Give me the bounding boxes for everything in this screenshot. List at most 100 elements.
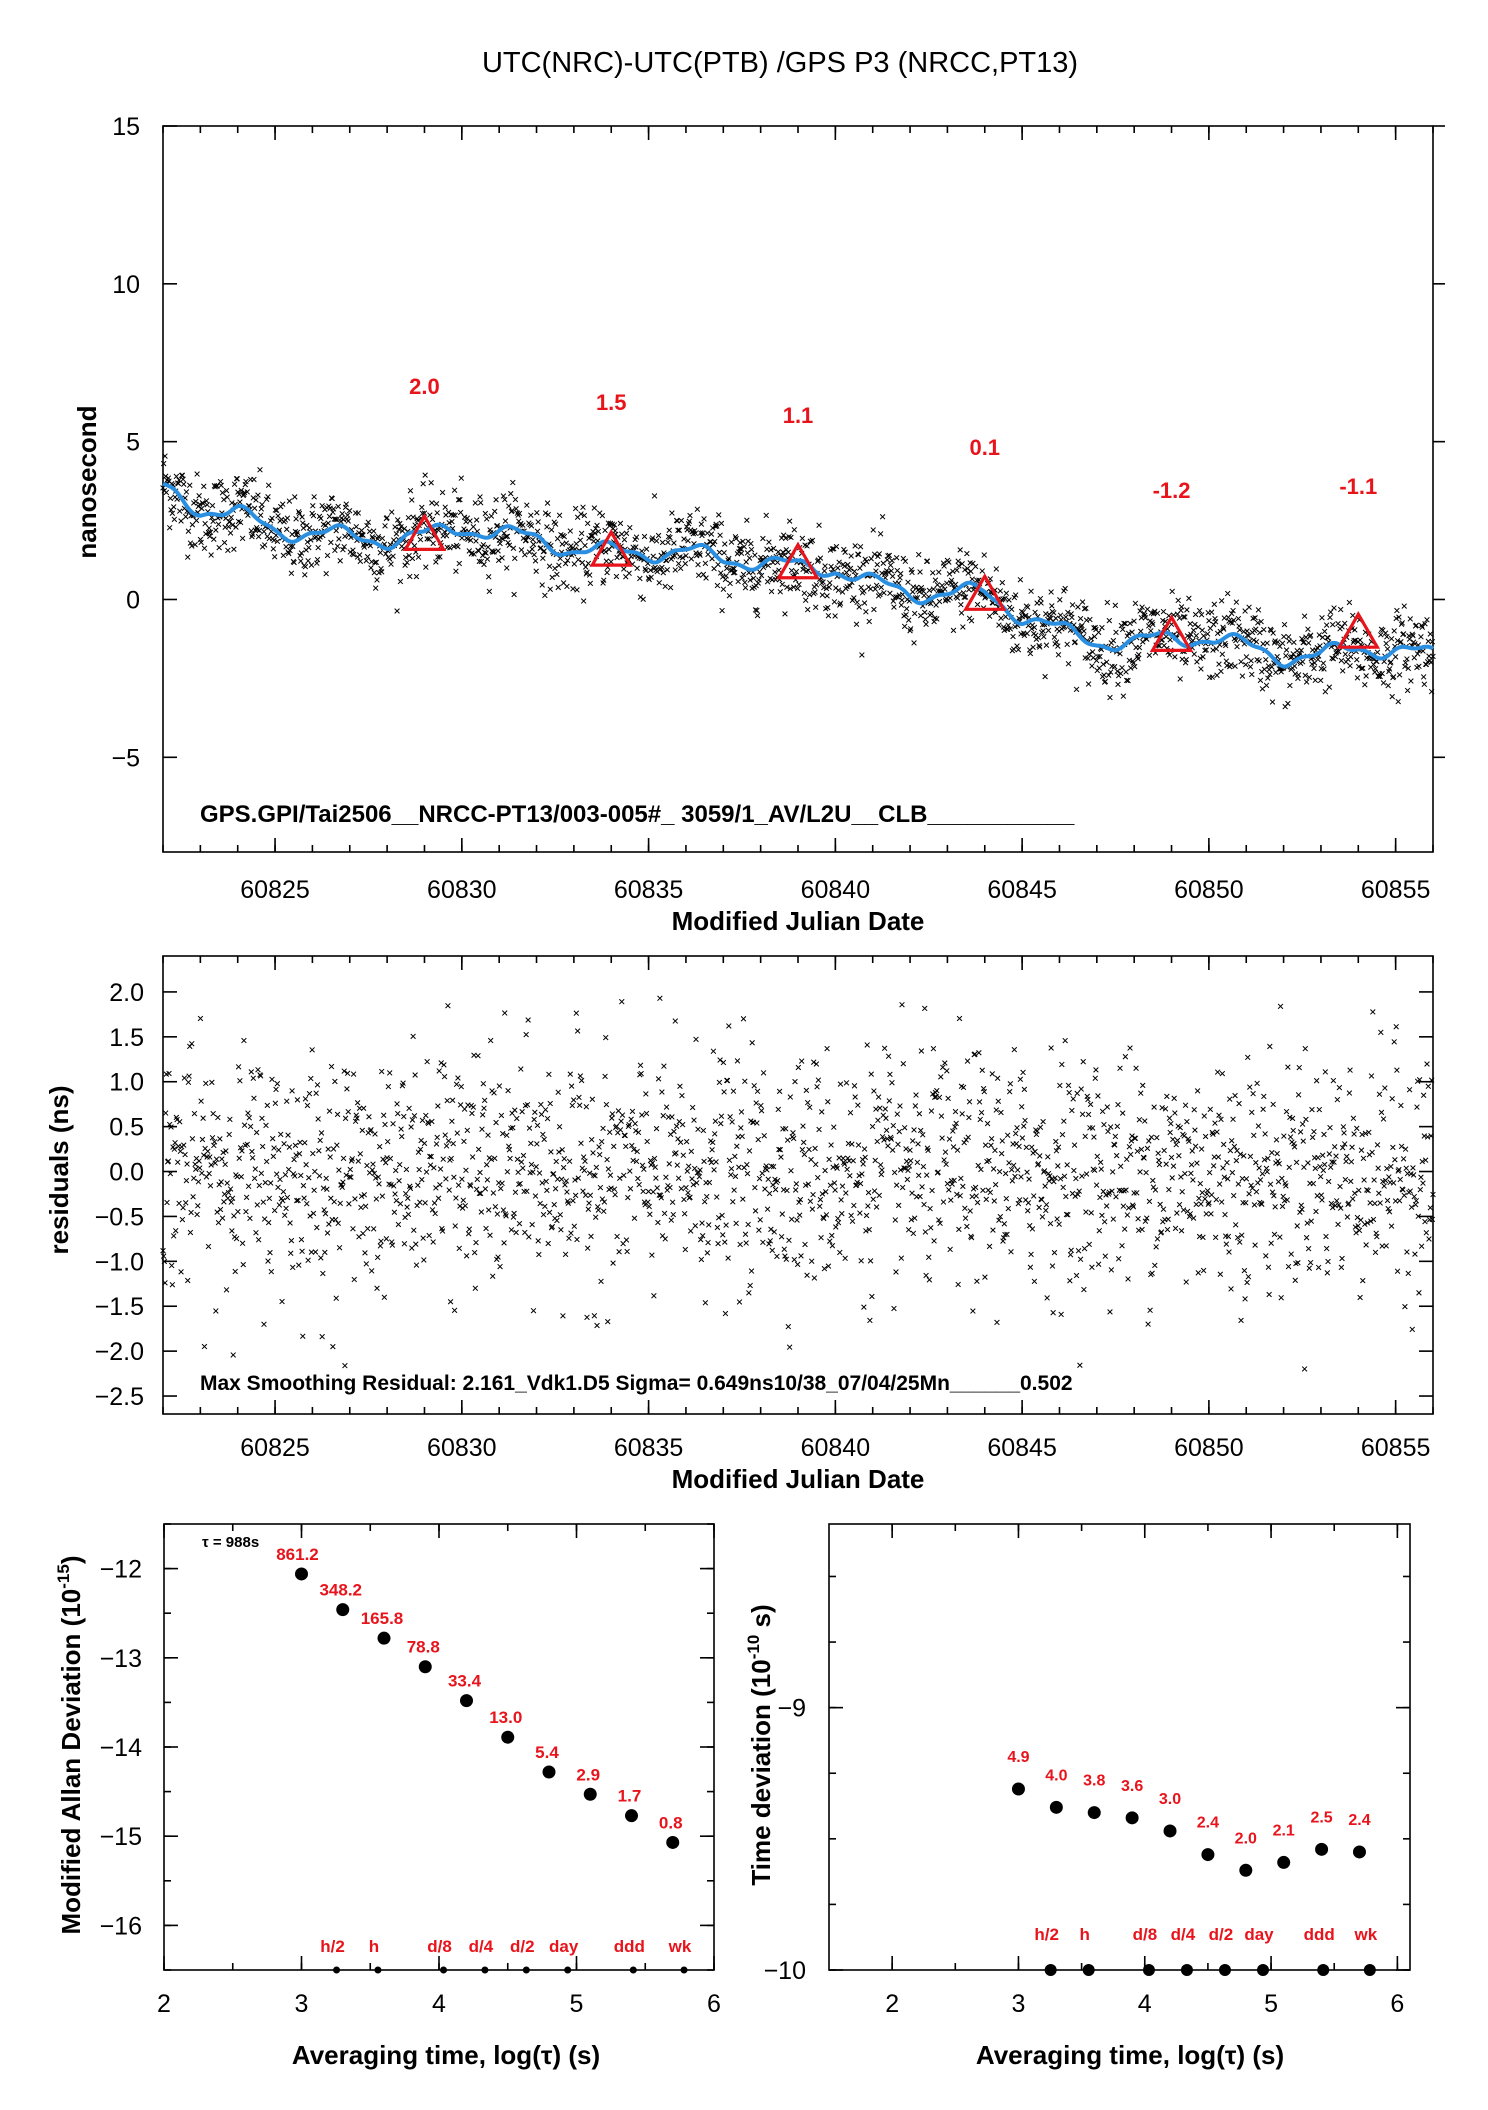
p2-data-point xyxy=(1220,1165,1226,1171)
p2-data-point xyxy=(1410,1165,1416,1171)
p2-data-point xyxy=(666,1161,673,1167)
p2-data-point xyxy=(679,1121,686,1128)
p2-data-point xyxy=(1240,1153,1247,1159)
p1-data-point xyxy=(921,592,927,599)
p1-data-point xyxy=(1005,622,1012,628)
p2-data-point xyxy=(671,1128,677,1135)
p2-data-point xyxy=(645,1188,652,1195)
p1-data-point xyxy=(804,606,811,613)
p1-data-point xyxy=(823,585,830,592)
p1-data-point xyxy=(802,597,809,603)
p2-data-point xyxy=(595,1207,602,1213)
p2-data-point xyxy=(1264,1168,1270,1175)
p2-data-point xyxy=(897,1167,904,1173)
p2-data-point xyxy=(542,1106,549,1113)
p2-data-point xyxy=(633,1127,639,1134)
p1-data-point xyxy=(375,533,382,540)
p2-data-point xyxy=(893,1182,900,1188)
p2-data-point xyxy=(321,1207,327,1213)
p2-data-point xyxy=(714,1224,721,1231)
p2-data-point xyxy=(471,1249,478,1256)
p2-data-point xyxy=(1071,1167,1077,1174)
p2-data-point xyxy=(499,1130,506,1137)
p1-data-point xyxy=(891,604,897,610)
p1-data-point xyxy=(1233,599,1240,605)
p1-data-point xyxy=(1338,657,1345,664)
p1-data-point xyxy=(341,544,347,550)
p2-data-point xyxy=(545,1240,551,1247)
p2-data-point xyxy=(935,1169,941,1175)
p1-data-point xyxy=(1081,628,1087,634)
p2-data-point xyxy=(1128,1138,1135,1144)
p2-data-point xyxy=(574,1028,581,1034)
p2-data-point xyxy=(582,1158,588,1164)
p2-data-point xyxy=(1125,1276,1131,1282)
p2-data-point xyxy=(851,1083,858,1089)
p2-data-point xyxy=(810,1059,817,1065)
p1-data-point xyxy=(202,520,208,527)
p2-data-point xyxy=(188,1209,194,1216)
p2-data-point xyxy=(195,1203,201,1209)
p2-data-point xyxy=(1334,1096,1341,1103)
p1-data-point xyxy=(227,530,234,536)
p1-data-point xyxy=(1363,673,1369,679)
p2-data-point xyxy=(950,1128,956,1134)
p1-data-point xyxy=(957,547,963,553)
p1-data-point xyxy=(903,611,909,618)
p2-data-point xyxy=(551,1201,557,1208)
p2-data-point xyxy=(1176,1152,1182,1159)
p2-data-point xyxy=(770,1163,777,1170)
p1-data-point xyxy=(1038,600,1044,606)
p2-data-point xyxy=(811,1275,818,1281)
p3-mdev-point xyxy=(501,1730,515,1744)
p2-data-point xyxy=(362,1203,369,1210)
p2-data-point xyxy=(1165,1216,1171,1223)
p1-data-point xyxy=(634,565,640,571)
p2-data-point xyxy=(501,1240,507,1246)
p4-xtick-label: 4 xyxy=(1138,1990,1152,2018)
p1-data-point xyxy=(1413,622,1420,629)
p1-data-point xyxy=(1217,628,1224,635)
p2-data-point xyxy=(663,1104,670,1110)
p1-data-point xyxy=(1073,686,1080,693)
p1-data-point xyxy=(1418,634,1424,640)
p1-data-point xyxy=(1085,681,1092,687)
p1-data-point xyxy=(1040,628,1046,634)
p2-data-point xyxy=(792,1078,798,1085)
p2-data-point xyxy=(415,1149,422,1155)
p2-data-point xyxy=(1193,1201,1200,1208)
p2-data-point xyxy=(1020,1123,1027,1129)
p1-data-point xyxy=(1137,608,1143,614)
p2-data-point xyxy=(432,1210,438,1217)
p2-data-point xyxy=(1095,1093,1101,1099)
p2-data-point xyxy=(1130,1203,1137,1210)
p1-data-point xyxy=(832,613,838,619)
p1-data-point xyxy=(1391,628,1397,634)
p2-data-point xyxy=(734,1058,741,1064)
p1-data-point xyxy=(873,582,880,589)
p2-data-point xyxy=(433,1185,439,1191)
p1-data-point xyxy=(285,550,292,557)
p2-data-point xyxy=(1151,1104,1157,1110)
p2-data-point xyxy=(760,1239,766,1246)
p2-data-point xyxy=(912,1103,919,1109)
p2-data-point xyxy=(276,1202,283,1208)
p2-data-point xyxy=(1188,1170,1194,1177)
p1-data-point xyxy=(961,594,967,600)
p1-data-point xyxy=(986,613,993,619)
p2-data-point xyxy=(1327,1164,1334,1170)
p2-data-point xyxy=(1191,1106,1198,1113)
p2-data-point xyxy=(886,1098,893,1104)
p3-mdev-point xyxy=(625,1809,638,1823)
p2-data-point xyxy=(1291,1144,1298,1150)
p2-data-point xyxy=(538,1111,545,1118)
p4-tdev-point xyxy=(1315,1842,1329,1856)
p2-data-point xyxy=(936,1094,943,1101)
p2-data-point xyxy=(721,1089,727,1095)
p2-data-point xyxy=(576,1102,583,1109)
p1-data-point xyxy=(345,518,352,524)
p2-data-point xyxy=(525,1017,531,1023)
p1-data-point xyxy=(958,610,965,616)
p1-data-point xyxy=(434,510,440,516)
p2-data-point xyxy=(191,1110,198,1117)
